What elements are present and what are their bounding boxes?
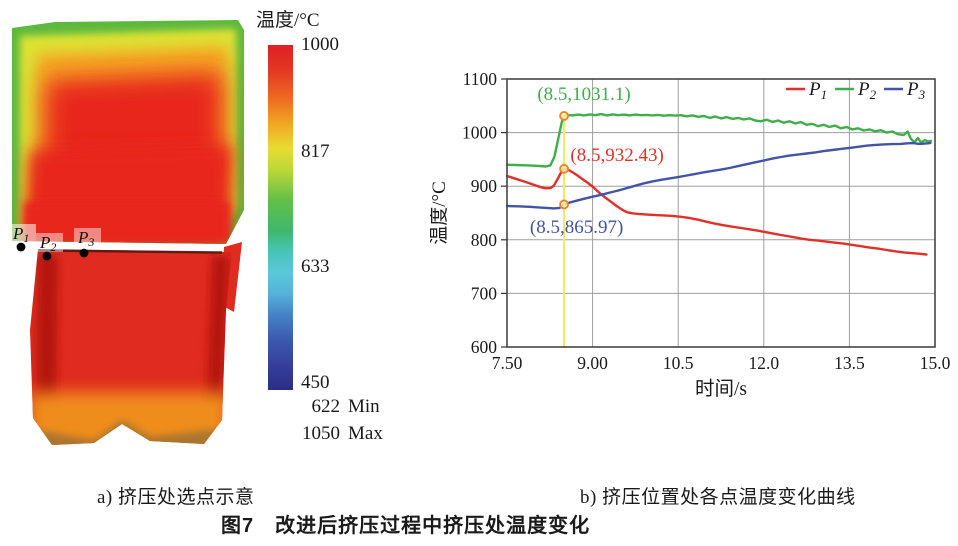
colorbar-min-row: 622 Min <box>270 396 380 418</box>
point-label-p2: P2 <box>39 233 56 254</box>
legend-label-P1: P1 <box>808 79 827 102</box>
p1-label-bg <box>9 224 36 243</box>
colorbar-max-row: 1050 Max <box>270 423 383 445</box>
colorbar-tick-1000: 1000 <box>301 34 339 55</box>
upper-die-red-bottom <box>24 202 230 244</box>
upper-die-heatmap <box>12 20 244 244</box>
annotation-marker <box>559 199 569 210</box>
x-axis-title: 时间/s <box>695 378 747 400</box>
point-dot-p2 <box>42 251 52 261</box>
die-part-junction-line <box>37 249 223 254</box>
annotation-marker <box>559 163 569 174</box>
point-dot-p1 <box>16 242 26 252</box>
colorbar-max-label: Max <box>348 423 383 444</box>
x-tick-label: 12.0 <box>748 353 779 373</box>
series-line-P2 <box>505 112 933 168</box>
annotation-label: (8.5,865.97) <box>530 217 623 238</box>
y-tick-label: 600 <box>471 337 498 357</box>
series-line-P3 <box>505 141 932 210</box>
colorbar-title: 温度/°C <box>256 10 320 31</box>
y-axis-title: 温度/°C <box>430 181 450 245</box>
x-tick-label: 7.50 <box>492 353 523 373</box>
panel-a-caption: a) 挤压处选点示意 <box>97 487 255 508</box>
colorbar-tick-633: 633 <box>301 256 330 277</box>
x-tick-label: 9.00 <box>577 353 608 373</box>
legend-label-P2: P2 <box>857 79 877 102</box>
x-tick-label: 15.0 <box>920 353 951 373</box>
y-tick-label: 900 <box>471 176 498 196</box>
series-line-P1 <box>505 167 928 256</box>
annotation-label: (8.5,1031.1) <box>537 84 630 105</box>
y-tick-label: 1000 <box>462 123 497 143</box>
temperature-line-chart: (8.5,1031.1)(8.5,932.43)(8.5,865.97)6007… <box>430 69 951 400</box>
y-tick-label: 700 <box>471 283 498 303</box>
extruded-part-heatmap <box>30 242 242 445</box>
annotation-marker <box>559 111 569 121</box>
colorbar-tick-450: 450 <box>301 372 330 393</box>
measurement-points: P1 P2 P3 <box>9 224 101 261</box>
colorbar-min-label: Min <box>348 396 380 417</box>
p3-label-bg <box>74 228 101 247</box>
y-tick-label: 1100 <box>463 69 498 89</box>
panel-b-caption: b) 挤压位置处各点温度变化曲线 <box>580 487 856 508</box>
extrusion-thermal-image: P1 P2 P3 <box>9 20 244 445</box>
colorbar <box>268 45 293 390</box>
y-tick-label: 800 <box>471 230 498 250</box>
x-tick-label: 10.5 <box>663 353 694 373</box>
extruded-dark-left-edge <box>36 252 58 420</box>
figure-caption: 图7 改进后挤压过程中挤压处温度变化 <box>221 515 591 537</box>
point-label-p3: P3 <box>77 228 94 249</box>
legend-label-P3: P3 <box>906 79 926 102</box>
plot-border <box>506 78 936 348</box>
point-dot-p3 <box>79 248 89 258</box>
colorbar-max-value: 1050 <box>302 423 340 444</box>
p2-label-bg <box>36 233 63 252</box>
annotation-label: (8.5,932.43) <box>570 145 663 166</box>
point-label-p1: P1 <box>12 224 29 245</box>
x-tick-label: 13.5 <box>834 353 865 373</box>
colorbar-tick-817: 817 <box>301 141 330 162</box>
colorbar-min-value: 622 <box>311 396 341 417</box>
